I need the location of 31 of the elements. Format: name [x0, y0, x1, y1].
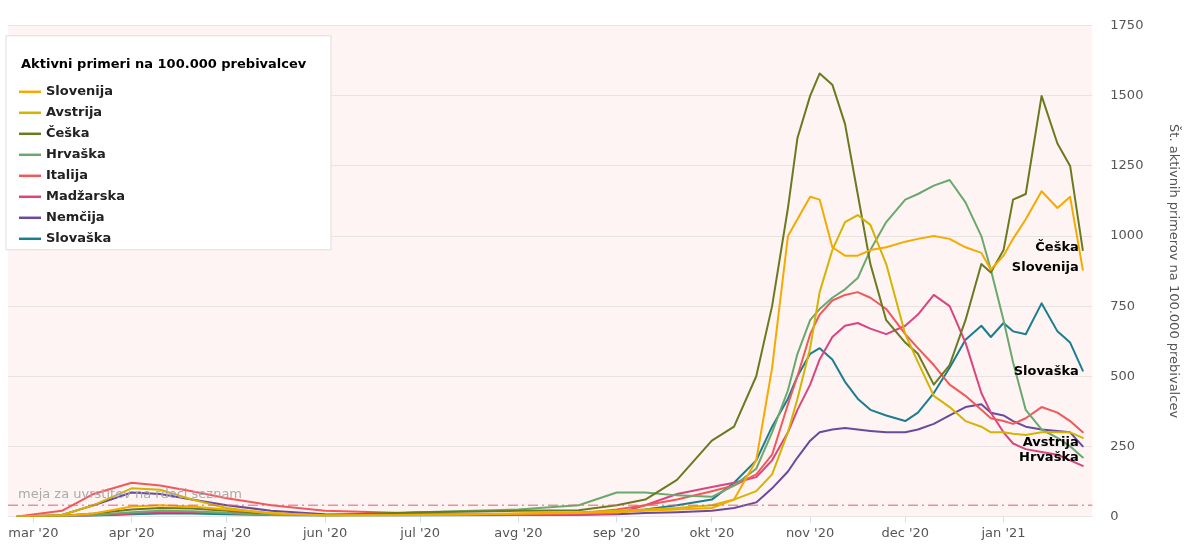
legend-label: Avstrija: [46, 104, 103, 120]
y-tick-label: 500: [1110, 367, 1136, 383]
y-tick-label: 1500: [1110, 87, 1144, 103]
x-tick-label: jul '20: [399, 524, 441, 540]
legend-label: Hrvaška: [46, 146, 106, 162]
legend-label: Slovaška: [46, 230, 112, 246]
x-tick-label: sep '20: [593, 524, 641, 540]
legend-label: Madžarska: [46, 188, 125, 204]
x-tick-label: jan '21: [980, 524, 1026, 540]
legend-label: Nemčija: [46, 209, 105, 225]
x-tick-label: jun '20: [301, 524, 348, 540]
y-tick-label: 1750: [1110, 17, 1144, 33]
annotation: Češka: [1035, 238, 1079, 254]
y-tick-label: 0: [1110, 507, 1119, 523]
x-tick-label: okt '20: [689, 524, 735, 540]
legend-label: Češka: [46, 125, 90, 141]
x-tick-label: maj '20: [202, 524, 252, 540]
legend-label: Slovenija: [46, 83, 113, 99]
y-tick-label: 750: [1110, 297, 1136, 313]
x-tick-label: dec '20: [881, 524, 930, 540]
y-tick-label: 1000: [1110, 227, 1144, 243]
annotation: Slovenija: [1011, 259, 1079, 275]
x-tick-label: nov '20: [786, 524, 835, 540]
legend-label: Italija: [46, 167, 88, 183]
x-tick-label: mar '20: [8, 524, 59, 540]
y-axis-title: Št. aktivnih primerov na 100.000 prebivalcev: [1166, 124, 1182, 419]
y-tick-label: 250: [1110, 437, 1136, 453]
x-tick-label: avg '20: [494, 524, 543, 540]
x-tick-label: apr '20: [108, 524, 155, 540]
y-tick-label: 1250: [1110, 157, 1144, 173]
legend-title: Aktivni primeri na 100.000 prebivalcev: [21, 56, 307, 72]
